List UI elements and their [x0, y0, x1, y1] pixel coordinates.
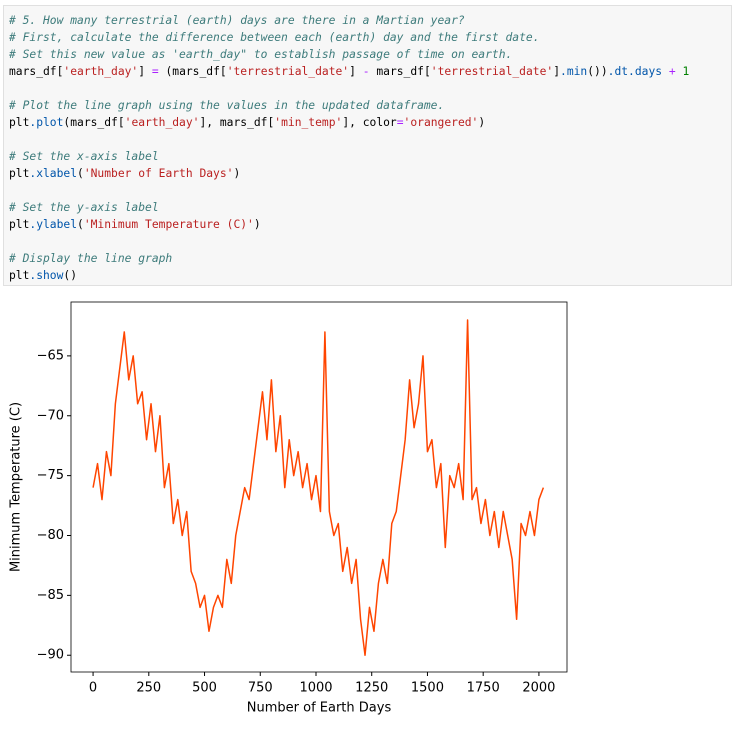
- y-tick-label: −70: [37, 408, 64, 423]
- x-tick-label: 2000: [522, 681, 555, 696]
- code-block: # Display the line graph plt.show(): [9, 250, 731, 284]
- code-line: # Set the x-axis label: [9, 150, 159, 163]
- x-tick-label: 250: [136, 681, 161, 696]
- code-line: # Set the y-axis label: [9, 201, 159, 214]
- x-tick-label: 1500: [411, 681, 444, 696]
- x-tick-label: 500: [192, 681, 217, 696]
- y-axis-label: Minimum Temperature (C): [9, 402, 24, 572]
- code-line: # Plot the line graph using the values i…: [9, 99, 445, 112]
- code-line: plt.ylabel('Minimum Temperature (C)'): [9, 218, 261, 231]
- data-line: [92, 319, 545, 656]
- plot-frame: [70, 301, 568, 673]
- code-line: # Set this new value as 'earth_day" to e…: [9, 48, 513, 61]
- code-cell: # 5. How many terrestrial (earth) days a…: [3, 5, 732, 286]
- chart: 0 250 500 750 1000 1250 1500 1750 2000 −90 −85 −80 −…: [9, 301, 568, 716]
- code-line: # Display the line graph: [9, 252, 173, 265]
- x-tick-label: 0: [89, 681, 97, 696]
- code-line: plt.show(): [9, 269, 78, 282]
- code-line: plt.xlabel('Number of Earth Days'): [9, 167, 241, 180]
- code-line: # First, calculate the difference betwee…: [9, 31, 540, 44]
- code-line: # 5. How many terrestrial (earth) days a…: [9, 14, 465, 27]
- y-tick-label: −80: [37, 528, 64, 543]
- x-tick-label: 1750: [467, 681, 500, 696]
- x-tick-label: 1000: [299, 681, 332, 696]
- code-block: # Set the x-axis label plt.xlabel('Number…: [9, 148, 731, 182]
- x-tick-label: 1250: [355, 681, 388, 696]
- y-tick-label: −85: [37, 588, 64, 603]
- x-axis-label: Number of Earth Days: [247, 701, 392, 716]
- code-block: # Plot the line graph using the values i…: [9, 97, 731, 131]
- code-line: mars_df['earth_day'] = (mars_df['terrest…: [9, 65, 690, 78]
- y-tick-label: −65: [37, 348, 64, 363]
- code-block: # 5. How many terrestrial (earth) days a…: [9, 12, 731, 80]
- y-tick-label: −75: [37, 468, 64, 483]
- y-tick-label: −90: [37, 648, 64, 663]
- code-block: # Set the y-axis label plt.ylabel('Minimu…: [9, 199, 731, 233]
- code-line: plt.plot(mars_df['earth_day'], mars_df['…: [9, 116, 486, 129]
- x-tick-label: 750: [248, 681, 273, 696]
